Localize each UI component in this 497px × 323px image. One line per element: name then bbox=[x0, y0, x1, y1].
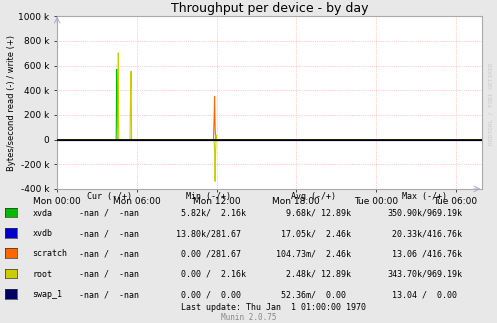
Text: -nan /  -nan: -nan / -nan bbox=[80, 270, 139, 279]
Text: -nan /  -nan: -nan / -nan bbox=[80, 249, 139, 258]
Text: 350.90k/969.19k: 350.90k/969.19k bbox=[388, 209, 462, 218]
Text: 17.05k/  2.46k: 17.05k/ 2.46k bbox=[276, 229, 350, 238]
Text: 52.36m/  0.00: 52.36m/ 0.00 bbox=[276, 290, 350, 299]
Text: 0.00 /281.67: 0.00 /281.67 bbox=[171, 249, 246, 258]
Y-axis label: Bytes/second read (-) / write (+): Bytes/second read (-) / write (+) bbox=[6, 35, 15, 171]
Text: Munin 2.0.75: Munin 2.0.75 bbox=[221, 313, 276, 322]
Text: Avg (-/+): Avg (-/+) bbox=[291, 192, 335, 201]
Text: 0.00 /  0.00: 0.00 / 0.00 bbox=[171, 290, 246, 299]
Text: 5.82k/  2.16k: 5.82k/ 2.16k bbox=[171, 209, 246, 218]
Text: RRDTOOL / TOBI OETIKER: RRDTOOL / TOBI OETIKER bbox=[489, 62, 494, 145]
Text: Cur (-/+): Cur (-/+) bbox=[87, 192, 132, 201]
Text: -nan /  -nan: -nan / -nan bbox=[80, 290, 139, 299]
Text: scratch: scratch bbox=[32, 249, 67, 258]
Text: 343.70k/969.19k: 343.70k/969.19k bbox=[388, 270, 462, 279]
Text: xvda: xvda bbox=[32, 209, 52, 218]
Text: Max (-/+): Max (-/+) bbox=[403, 192, 447, 201]
Text: 2.48k/ 12.89k: 2.48k/ 12.89k bbox=[276, 270, 350, 279]
Title: Throughput per device - by day: Throughput per device - by day bbox=[171, 2, 368, 15]
Text: 13.04 /  0.00: 13.04 / 0.00 bbox=[388, 290, 462, 299]
Text: 104.73m/  2.46k: 104.73m/ 2.46k bbox=[276, 249, 350, 258]
Text: -nan /  -nan: -nan / -nan bbox=[80, 209, 139, 218]
Text: Last update: Thu Jan  1 01:00:00 1970: Last update: Thu Jan 1 01:00:00 1970 bbox=[181, 303, 366, 312]
Text: Min (-/+): Min (-/+) bbox=[186, 192, 231, 201]
Text: 0.00 /  2.16k: 0.00 / 2.16k bbox=[171, 270, 246, 279]
Text: root: root bbox=[32, 270, 52, 279]
Text: xvdb: xvdb bbox=[32, 229, 52, 238]
Text: 9.68k/ 12.89k: 9.68k/ 12.89k bbox=[276, 209, 350, 218]
Text: 13.06 /416.76k: 13.06 /416.76k bbox=[388, 249, 462, 258]
Text: -nan /  -nan: -nan / -nan bbox=[80, 229, 139, 238]
Text: 13.80k/281.67: 13.80k/281.67 bbox=[171, 229, 246, 238]
Text: 20.33k/416.76k: 20.33k/416.76k bbox=[388, 229, 462, 238]
Text: swap_1: swap_1 bbox=[32, 290, 62, 299]
